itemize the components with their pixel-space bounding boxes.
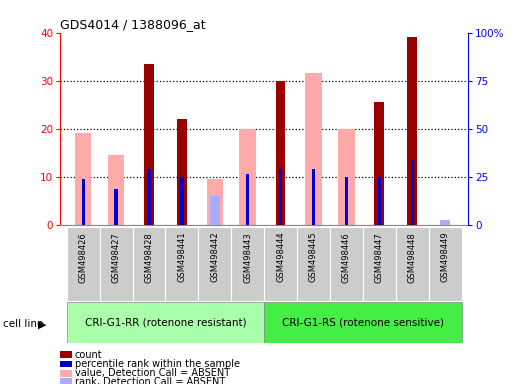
Bar: [363, 227, 396, 301]
Bar: [345, 177, 348, 225]
Bar: [177, 119, 187, 225]
Text: GSM498443: GSM498443: [243, 232, 252, 283]
Text: GSM498446: GSM498446: [342, 232, 351, 283]
Text: CRI-G1-RR (rotenone resistant): CRI-G1-RR (rotenone resistant): [85, 317, 246, 328]
Bar: [67, 302, 264, 343]
Bar: [132, 227, 165, 301]
Text: GSM498447: GSM498447: [375, 232, 384, 283]
Text: GSM498448: GSM498448: [407, 232, 417, 283]
Bar: [198, 227, 231, 301]
Text: GSM498444: GSM498444: [276, 232, 285, 282]
Bar: [246, 174, 249, 225]
Bar: [411, 160, 414, 225]
Bar: [207, 179, 223, 225]
Text: value, Detection Call = ABSENT: value, Detection Call = ABSENT: [75, 368, 230, 378]
Bar: [210, 196, 220, 225]
Bar: [276, 81, 286, 225]
Bar: [75, 134, 92, 225]
Bar: [99, 227, 132, 301]
Text: GSM498449: GSM498449: [440, 232, 450, 282]
Bar: [396, 227, 429, 301]
Bar: [108, 155, 124, 225]
Text: CRI-G1-RS (rotenone sensitive): CRI-G1-RS (rotenone sensitive): [282, 317, 444, 328]
Bar: [378, 177, 381, 225]
Text: percentile rank within the sample: percentile rank within the sample: [75, 359, 240, 369]
Bar: [374, 102, 384, 225]
Bar: [240, 129, 256, 225]
Text: GSM498428: GSM498428: [144, 232, 153, 283]
Bar: [305, 73, 322, 225]
Bar: [407, 38, 417, 225]
Bar: [67, 227, 99, 301]
Bar: [330, 227, 363, 301]
Text: GSM498441: GSM498441: [177, 232, 186, 282]
Text: cell line: cell line: [3, 319, 43, 329]
Bar: [264, 227, 297, 301]
Bar: [180, 177, 184, 225]
Bar: [440, 220, 450, 225]
Bar: [264, 302, 461, 343]
Text: GSM498426: GSM498426: [78, 232, 88, 283]
Text: GSM498445: GSM498445: [309, 232, 318, 282]
Text: count: count: [75, 350, 103, 360]
Bar: [147, 169, 151, 225]
Text: ▶: ▶: [38, 319, 47, 329]
Text: rank, Detection Call = ABSENT: rank, Detection Call = ABSENT: [75, 377, 225, 384]
Text: GSM498427: GSM498427: [111, 232, 121, 283]
Bar: [144, 64, 154, 225]
Bar: [338, 129, 355, 225]
Bar: [279, 169, 282, 225]
Bar: [165, 227, 198, 301]
Text: GSM498442: GSM498442: [210, 232, 219, 282]
Bar: [429, 227, 461, 301]
Bar: [115, 189, 118, 225]
Bar: [231, 227, 264, 301]
Bar: [312, 169, 315, 225]
Text: GDS4014 / 1388096_at: GDS4014 / 1388096_at: [60, 18, 206, 31]
Bar: [297, 227, 330, 301]
Bar: [82, 179, 85, 225]
